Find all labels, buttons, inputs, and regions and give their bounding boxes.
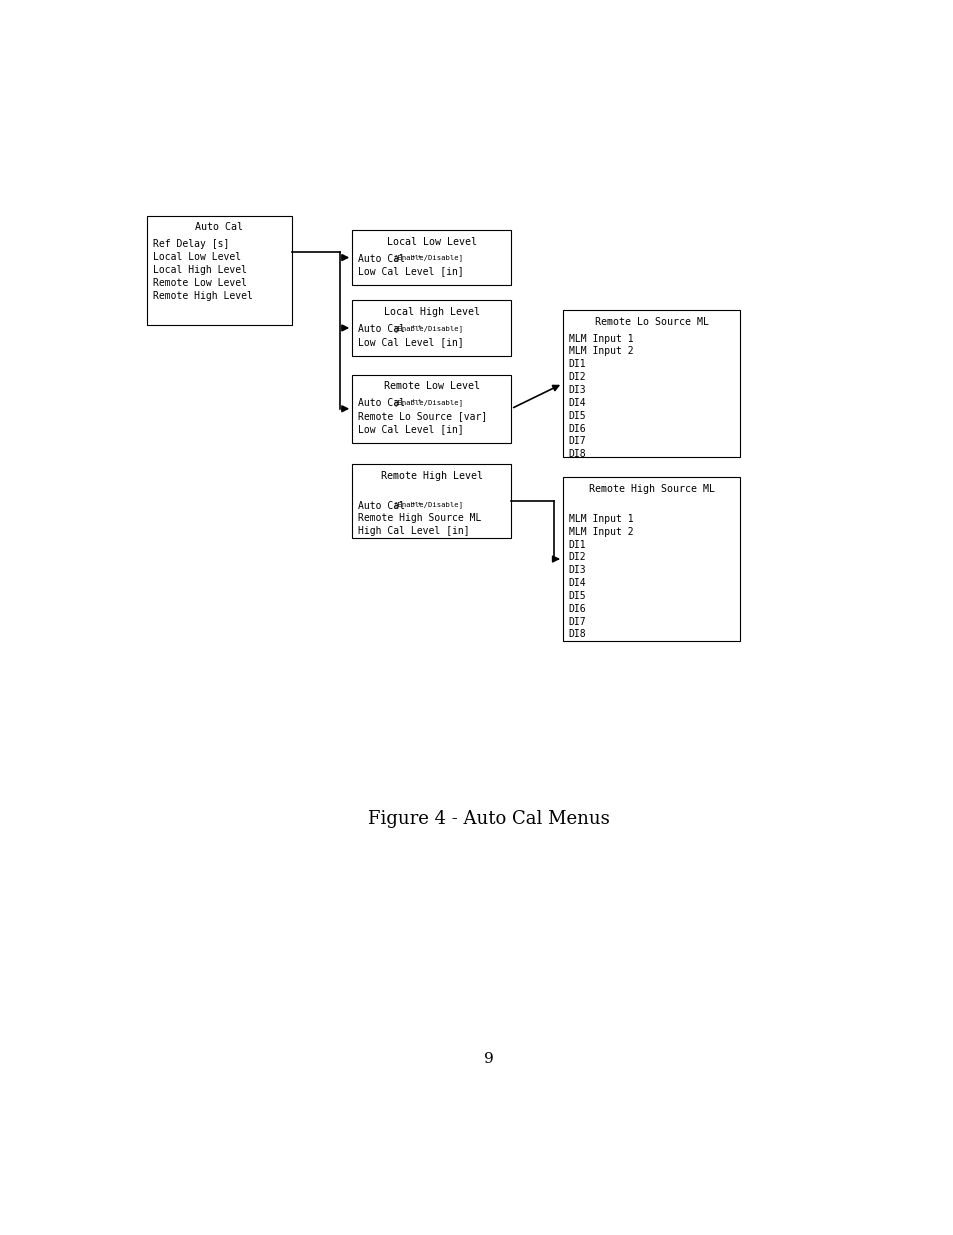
Text: DI4: DI4 [568, 578, 586, 588]
Text: MLM Input 2: MLM Input 2 [568, 347, 633, 357]
Text: Remote Lo Source [var]: Remote Lo Source [var] [357, 411, 487, 421]
Text: Figure 4 - Auto Cal Menus: Figure 4 - Auto Cal Menus [368, 810, 609, 827]
Text: Auto Cal ⁺⁺: Auto Cal ⁺⁺ [357, 324, 422, 335]
Text: DI1: DI1 [568, 540, 586, 550]
Text: DI6: DI6 [568, 424, 586, 433]
Text: Auto Cal: Auto Cal [195, 222, 243, 232]
Text: DI7: DI7 [568, 616, 586, 626]
Text: Remote High Source ML: Remote High Source ML [588, 484, 714, 494]
Text: Ref Delay [s]: Ref Delay [s] [153, 240, 230, 249]
Text: Low Cal Level [in]: Low Cal Level [in] [357, 424, 463, 433]
Text: Remote Low Level: Remote Low Level [153, 278, 247, 288]
Text: MLM Input 1: MLM Input 1 [568, 333, 633, 343]
Text: [Enable/Disable]: [Enable/Disable] [393, 254, 462, 262]
Text: Auto Cal ⁺⁺: Auto Cal ⁺⁺ [357, 500, 422, 510]
Text: [Enable/Disable]: [Enable/Disable] [393, 325, 462, 332]
Text: DI2: DI2 [568, 372, 586, 382]
Text: DI6: DI6 [568, 604, 586, 614]
Text: DI1: DI1 [568, 359, 586, 369]
Text: Remote High Source ML: Remote High Source ML [357, 514, 481, 524]
Bar [352, 300, 511, 356]
Text: DI8: DI8 [568, 630, 586, 640]
Text: 9: 9 [483, 1052, 494, 1066]
Text: DI7: DI7 [568, 436, 586, 446]
Text: DI2: DI2 [568, 552, 586, 562]
Bar [352, 464, 511, 538]
Text: DI3: DI3 [568, 566, 586, 576]
Text: DI8: DI8 [568, 450, 586, 459]
Bar [352, 230, 511, 285]
Text: Local High Level: Local High Level [383, 308, 479, 317]
Bar [147, 216, 292, 325]
Bar [562, 477, 740, 641]
Text: Auto Cal ⁺⁺: Auto Cal ⁺⁺ [357, 399, 422, 409]
Text: MLM Input 2: MLM Input 2 [568, 526, 633, 537]
Bar [562, 310, 740, 457]
Text: DI4: DI4 [568, 398, 586, 408]
Text: Low Cal Level [in]: Low Cal Level [in] [357, 337, 463, 347]
Text: [Enable/Disable]: [Enable/Disable] [393, 501, 462, 509]
Text: Local High Level: Local High Level [153, 266, 247, 275]
Text: Remote High Level: Remote High Level [153, 291, 253, 301]
Text: Low Cal Level [in]: Low Cal Level [in] [357, 267, 463, 277]
Text: High Cal Level [in]: High Cal Level [in] [357, 526, 469, 536]
Text: [Enable/Disable]: [Enable/Disable] [393, 399, 462, 406]
Text: Remote Low Level: Remote Low Level [383, 382, 479, 391]
Text: MLM Input 1: MLM Input 1 [568, 514, 633, 524]
Text: Remote Lo Source ML: Remote Lo Source ML [594, 316, 708, 326]
Text: DI3: DI3 [568, 385, 586, 395]
Text: Auto Cal ⁺⁺: Auto Cal ⁺⁺ [357, 253, 422, 264]
Text: DI5: DI5 [568, 411, 586, 421]
Text: Local Low Level: Local Low Level [153, 252, 241, 262]
Text: Local Low Level: Local Low Level [386, 237, 476, 247]
Bar [352, 374, 511, 443]
Text: DI5: DI5 [568, 590, 586, 601]
Text: Remote High Level: Remote High Level [380, 471, 482, 480]
